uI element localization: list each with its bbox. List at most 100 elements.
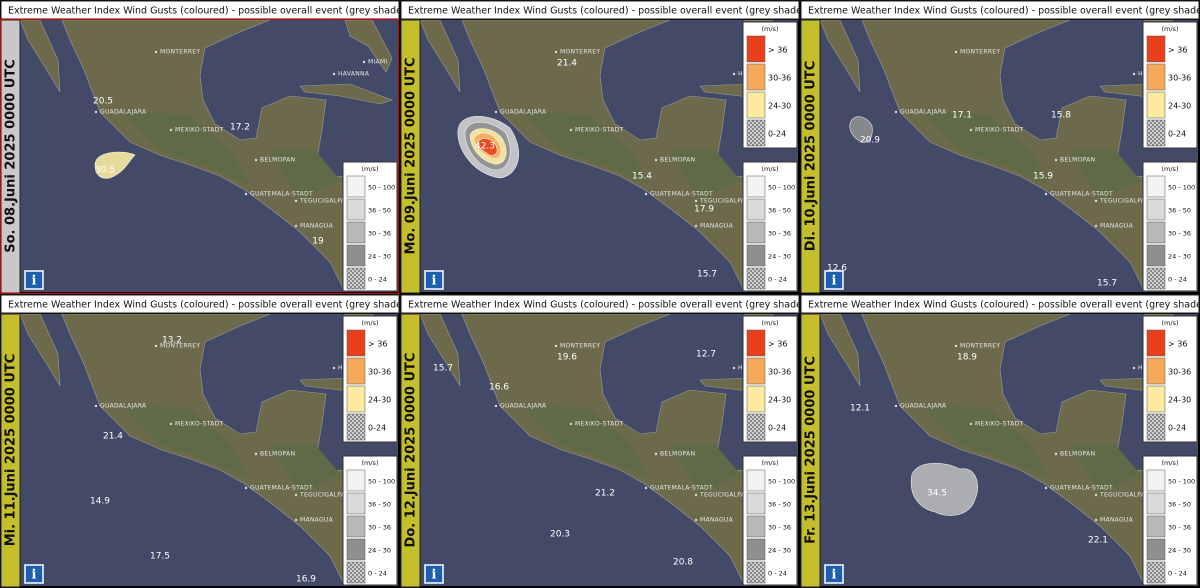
title-bar: [800, 0, 1200, 20]
city-label: MONTERREY: [560, 343, 600, 350]
legend-swatch: [1146, 63, 1166, 91]
city-dot: [294, 224, 298, 228]
city-label: MANAGUA: [1100, 517, 1134, 524]
date-label: Fr. 13.Juni 2025 0000 UTC: [804, 356, 819, 544]
legend-swatch: [1146, 329, 1166, 357]
city-dot: [254, 452, 258, 456]
value-label: 18.9: [957, 353, 977, 363]
legend-label: 36 - 50: [368, 501, 391, 509]
legend-swatch: [746, 515, 766, 538]
legend-swatch: [746, 329, 766, 357]
city-label: GUADALAJARA: [100, 403, 147, 410]
legend-swatch: [1146, 175, 1166, 198]
legend-label: > 36: [1168, 340, 1187, 349]
legend-label: 24-30: [368, 396, 391, 405]
city-label: GUADALAJARA: [500, 109, 547, 116]
legend-label: 24 - 30: [368, 253, 391, 261]
value-label: 21.4: [103, 432, 123, 442]
city-label: TEGUCIGALPA: [299, 198, 346, 205]
legend-label: 50 - 100: [368, 478, 395, 486]
city-dot: [969, 128, 973, 132]
city-label: BELMOPAN: [260, 157, 295, 164]
map: MONTERREYHAVANNAMIAMIGUADALAJARAMEXIKO-S…: [420, 20, 798, 292]
legend-label: 50 - 100: [368, 184, 395, 192]
city-dot: [694, 493, 698, 497]
legend-label: 36 - 50: [1168, 501, 1191, 509]
value-label: 15.8: [1051, 111, 1071, 121]
value-label: 15.9: [1033, 172, 1053, 182]
city-label: MONTERREY: [560, 49, 600, 56]
date-strip: [800, 19, 821, 294]
city-label: BELMOPAN: [1060, 157, 1095, 164]
legend-label: 0 - 24: [1168, 276, 1187, 284]
info-button[interactable]: i: [24, 564, 44, 584]
value-label: 14.9: [90, 497, 110, 507]
legend-unit: (m/s): [1162, 459, 1179, 467]
city-dot: [254, 158, 258, 162]
value-label: 21.2: [595, 489, 615, 499]
city-dot: [332, 366, 336, 370]
map: MONTERREYHAVANNAMIAMIGUADALAJARAMEXIKO-S…: [20, 20, 398, 292]
value-label: 13.2: [162, 336, 182, 346]
city-label: GUATEMALA-STADT: [1050, 191, 1113, 198]
legend-label: 36 - 50: [768, 501, 791, 509]
city-label: MANAGUA: [1100, 223, 1134, 230]
wind-area: [849, 116, 873, 143]
city-dot: [554, 344, 558, 348]
legend-swatch: [746, 63, 766, 91]
legend-label: 30-36: [768, 74, 791, 83]
city-dot: [1094, 199, 1098, 203]
city-label: GUADALAJARA: [100, 109, 147, 116]
city-label: MONTERREY: [960, 49, 1000, 56]
city-dot: [244, 192, 248, 196]
wind-area: [910, 462, 979, 516]
legend-label: 30-36: [1168, 74, 1191, 83]
info-button[interactable]: i: [824, 564, 844, 584]
legend-swatch: [1146, 469, 1166, 492]
legend-unit: (m/s): [762, 25, 779, 33]
city-label: MANAGUA: [700, 517, 734, 524]
info-icon: [24, 564, 44, 584]
value-label: 17.2: [230, 123, 250, 133]
legend-label: 24 - 30: [768, 547, 791, 555]
city-label: MANAGUA: [300, 517, 334, 524]
legend-unit: (m/s): [1162, 165, 1179, 173]
info-button[interactable]: i: [24, 270, 44, 290]
value-label: 15.7: [433, 364, 453, 374]
legend-label: 30-36: [768, 368, 791, 377]
city-label: HAVANNA: [338, 71, 370, 78]
info-button[interactable]: i: [424, 564, 444, 584]
info-button[interactable]: i: [424, 270, 444, 290]
legend-swatch: [746, 221, 766, 244]
city-label: MONTERREY: [160, 49, 200, 56]
city-label: GUADALAJARA: [900, 109, 947, 116]
city-label: MEXIKO-STADT: [175, 421, 224, 428]
city-dot: [169, 128, 173, 132]
legend-swatch: [346, 357, 366, 385]
legend-label: 0 - 24: [1168, 570, 1187, 578]
city-dot: [694, 199, 698, 203]
legend-label: 0 - 24: [768, 570, 787, 578]
legend-label: 36 - 50: [768, 207, 791, 215]
city-label: GUATEMALA-STADT: [250, 191, 313, 198]
panel: MONTERREYHAVANNAMIAMIGUADALAJARAMEXIKO-S…: [0, 294, 411, 588]
legend-label: 50 - 100: [1168, 184, 1195, 192]
info-icon: [424, 270, 444, 290]
city-dot: [954, 344, 958, 348]
city-dot: [294, 518, 298, 522]
legend-label: 0-24: [768, 130, 786, 139]
legend-label: 30-36: [1168, 368, 1191, 377]
info-button[interactable]: i: [824, 270, 844, 290]
legend-swatch: [746, 244, 766, 267]
city-label: GUATEMALA-STADT: [650, 191, 713, 198]
city-dot: [154, 50, 158, 54]
legend-label: 50 - 100: [1168, 478, 1195, 486]
legend-swatch: [1146, 385, 1166, 413]
legend-unit: (m/s): [762, 319, 779, 327]
legend-swatch: [346, 244, 366, 267]
legend-label: 24-30: [1168, 396, 1191, 405]
legend-swatch: [746, 385, 766, 413]
legend-swatch: [746, 413, 766, 441]
city-label: MANAGUA: [700, 223, 734, 230]
legend-swatch: [746, 357, 766, 385]
